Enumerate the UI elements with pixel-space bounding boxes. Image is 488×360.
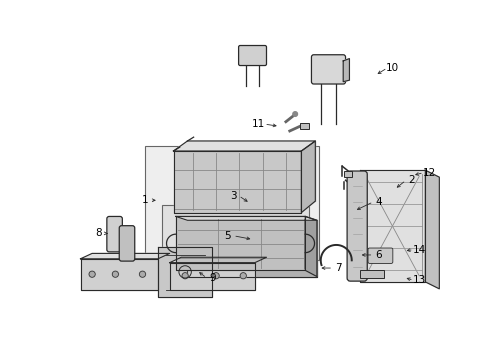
Polygon shape <box>305 216 316 276</box>
FancyBboxPatch shape <box>367 248 392 264</box>
Text: 7: 7 <box>335 263 341 273</box>
Text: 1: 1 <box>141 195 148 205</box>
Bar <box>144 145 319 260</box>
FancyBboxPatch shape <box>119 226 135 261</box>
Polygon shape <box>301 141 315 213</box>
FancyBboxPatch shape <box>238 45 266 66</box>
Text: 6: 6 <box>375 250 382 260</box>
Polygon shape <box>81 259 158 289</box>
Polygon shape <box>176 216 305 270</box>
Bar <box>343 171 351 177</box>
Text: 4: 4 <box>375 197 382 207</box>
Text: 12: 12 <box>422 167 435 177</box>
Polygon shape <box>169 257 266 263</box>
Polygon shape <box>173 151 301 213</box>
Text: 5: 5 <box>224 231 231 241</box>
Text: 10: 10 <box>386 63 399 73</box>
Text: 2: 2 <box>407 175 414 185</box>
Polygon shape <box>343 59 349 82</box>
Circle shape <box>292 112 297 116</box>
Text: 14: 14 <box>412 244 425 255</box>
FancyBboxPatch shape <box>311 55 345 84</box>
Circle shape <box>182 273 188 279</box>
Text: 13: 13 <box>412 275 425 285</box>
Polygon shape <box>81 253 169 259</box>
Polygon shape <box>187 220 316 276</box>
Text: 9: 9 <box>208 273 215 283</box>
Polygon shape <box>158 247 212 297</box>
Polygon shape <box>176 216 316 220</box>
Circle shape <box>240 273 246 279</box>
Polygon shape <box>425 170 438 289</box>
Polygon shape <box>169 263 254 289</box>
Circle shape <box>112 271 118 277</box>
Text: 8: 8 <box>95 228 102 238</box>
Polygon shape <box>187 141 315 201</box>
Bar <box>359 270 384 278</box>
Text: 3: 3 <box>229 191 236 201</box>
Circle shape <box>89 271 95 277</box>
Bar <box>299 123 308 130</box>
Text: 11: 11 <box>252 119 265 129</box>
FancyBboxPatch shape <box>107 216 122 252</box>
FancyBboxPatch shape <box>346 171 366 281</box>
Polygon shape <box>173 141 315 151</box>
Circle shape <box>213 273 219 279</box>
Circle shape <box>139 271 145 277</box>
Polygon shape <box>359 170 425 282</box>
Bar <box>162 205 308 270</box>
